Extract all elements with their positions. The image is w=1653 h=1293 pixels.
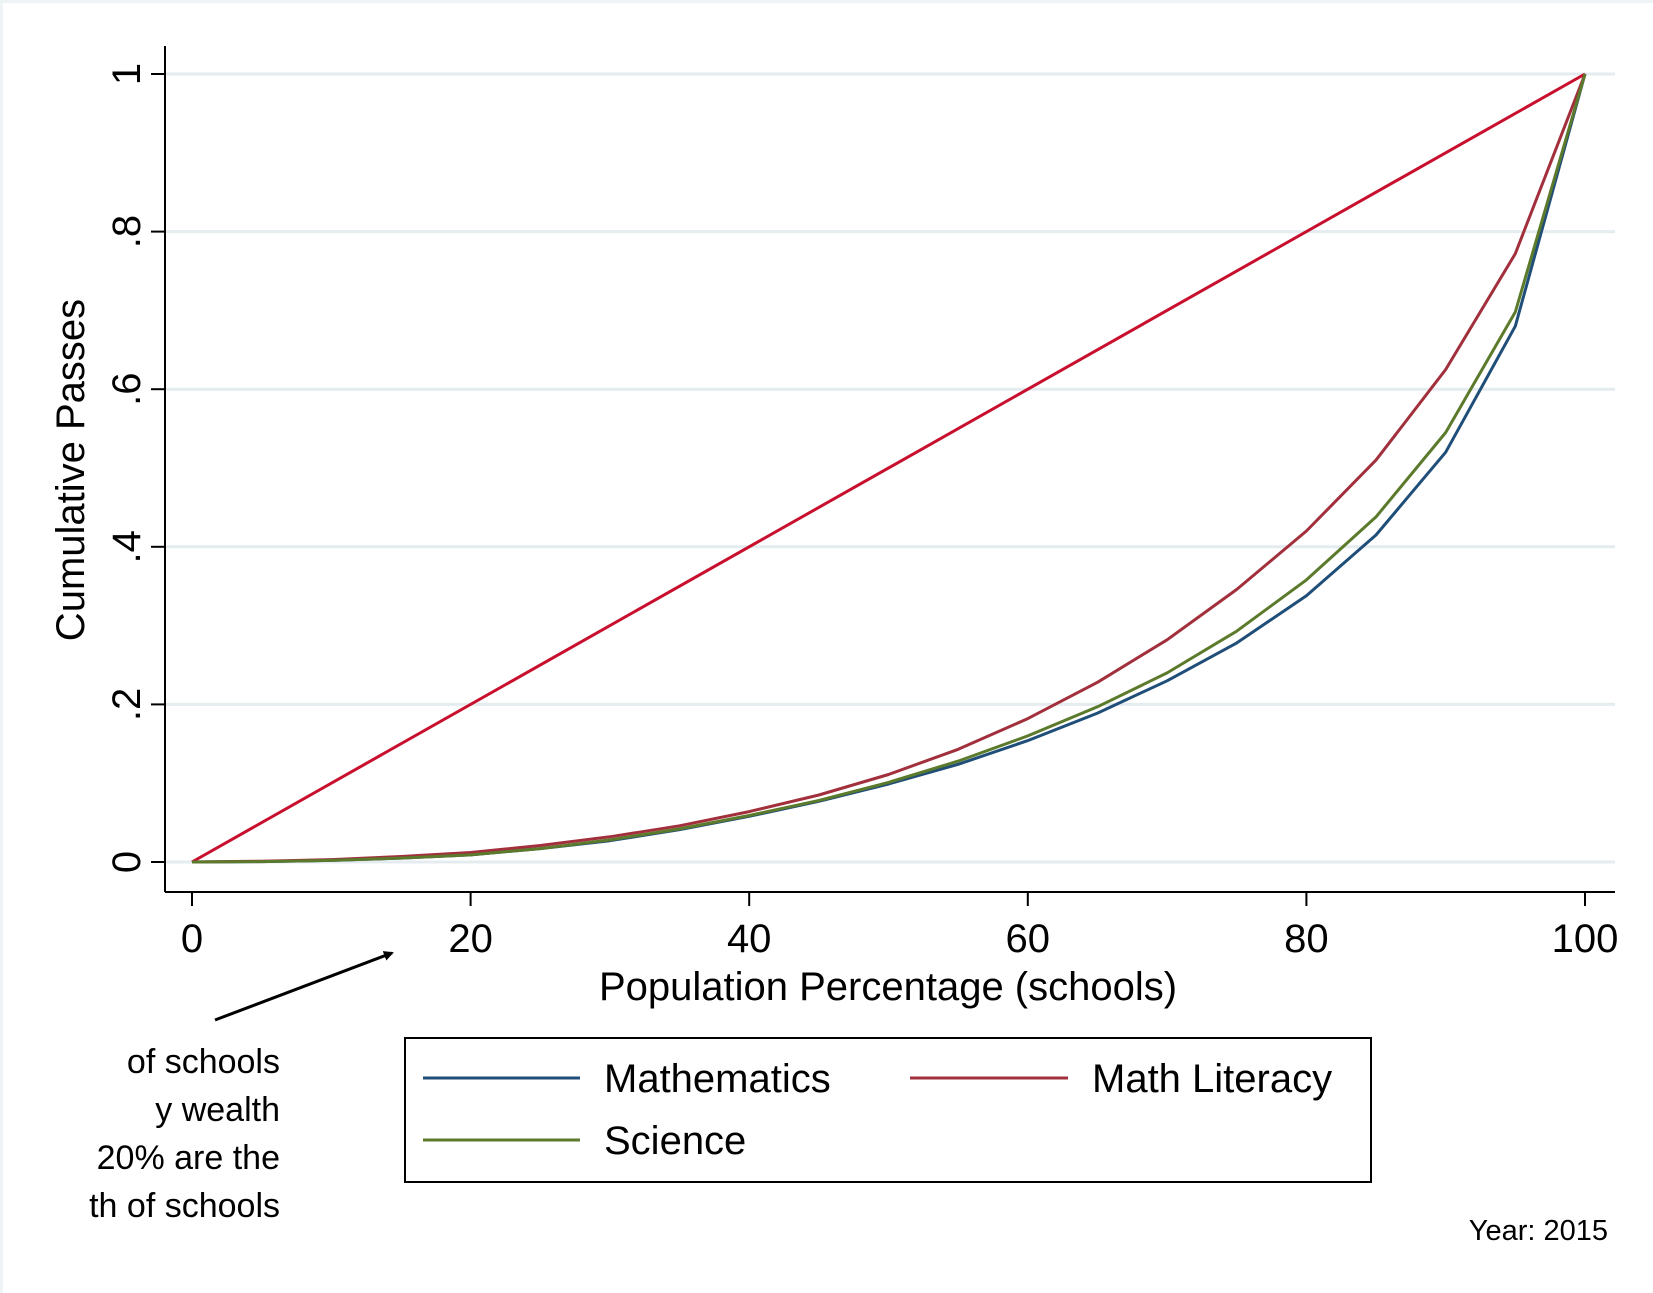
series-line-math-literacy (191, 73, 1587, 864)
annotation-note: of schools y wealth 20% are the th of sc… (0, 1038, 280, 1230)
y-tick-label: .8 (105, 215, 149, 248)
legend: Mathematics Math Literacy Science (404, 1037, 1372, 1183)
y-tick-label: .2 (105, 688, 149, 721)
y-tick-label: .4 (105, 530, 149, 563)
series-line-science (191, 73, 1587, 864)
x-tick-label: 100 (1552, 917, 1619, 961)
axes: 0 .2 .4 .6 .8 1 0 20 40 60 80 100 (105, 46, 1618, 961)
top-border (0, 0, 1653, 3)
equality-line (191, 72, 1586, 864)
left-border (0, 0, 3, 1293)
x-tick-label: 40 (727, 917, 772, 961)
gridlines (165, 72, 1615, 864)
legend-label-mathematics: Mathematics (604, 1057, 831, 1101)
annotation-arrow (214, 951, 394, 1022)
note-line: th of schools (89, 1187, 280, 1225)
legend-label-math-literacy: Math Literacy (1092, 1057, 1332, 1101)
note-line: of schools (126, 1043, 280, 1081)
note-line: y wealth (155, 1091, 280, 1129)
y-tick-label: .6 (105, 373, 149, 406)
year-label: Year: 2015 (1469, 1215, 1608, 1247)
x-tick-label: 20 (448, 917, 493, 961)
note-line: 20% are the (96, 1139, 280, 1177)
y-tick-label: 0 (105, 851, 149, 873)
legend-box (404, 1037, 1372, 1183)
x-tick-label: 0 (181, 917, 203, 961)
y-axis-title: Cumulative Passes (49, 299, 93, 641)
x-axis-title: Population Percentage (schools) (599, 965, 1177, 1009)
legend-label-science: Science (604, 1119, 746, 1163)
series-lines (191, 72, 1587, 864)
y-tick-label: 1 (105, 63, 149, 85)
x-tick-label: 60 (1006, 917, 1051, 961)
x-tick-label: 80 (1284, 917, 1329, 961)
